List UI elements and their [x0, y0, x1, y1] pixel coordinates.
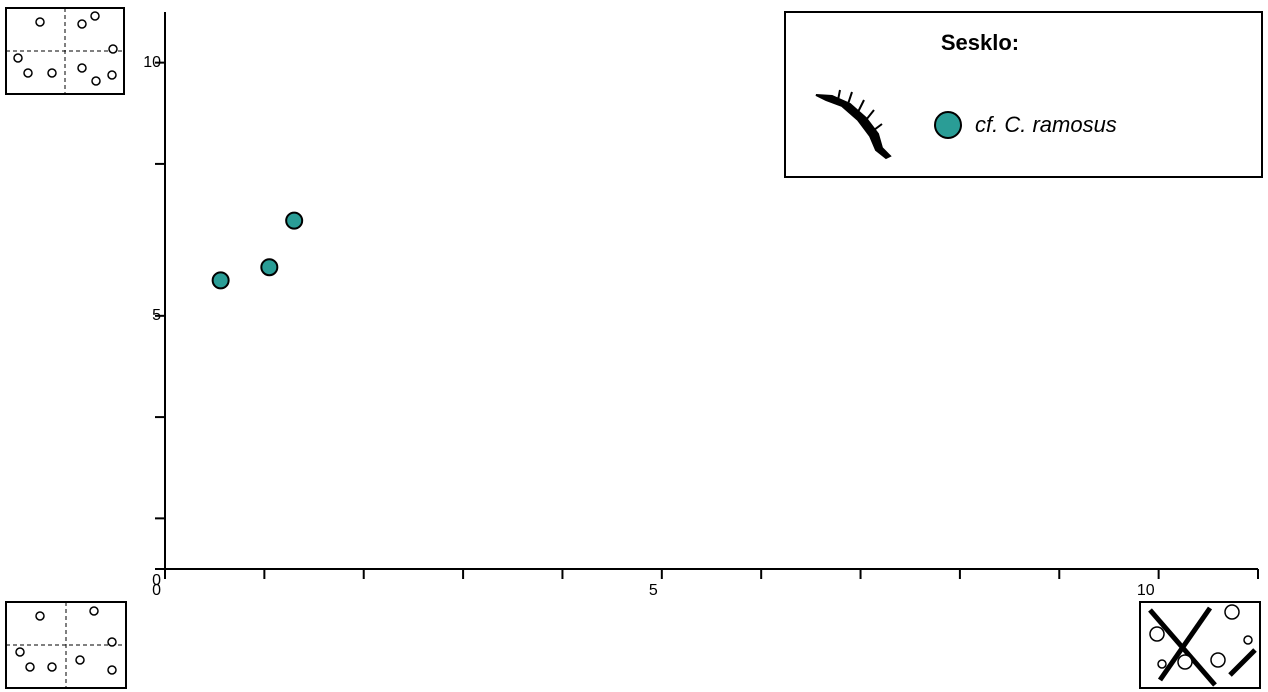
- y-tick-label: 0: [152, 572, 161, 589]
- icon-top-left: [5, 7, 125, 95]
- x-tick-label: 0: [152, 582, 161, 599]
- y-tick-label: 10: [143, 54, 161, 71]
- legend-box: [784, 11, 1263, 178]
- x-tick-label: 5: [649, 582, 658, 599]
- data-point: [211, 271, 230, 290]
- antler-icon: [815, 89, 892, 160]
- data-point: [285, 211, 304, 230]
- data-point: [260, 258, 279, 277]
- y-tick-label: 5: [152, 307, 161, 324]
- legend-label: cf. C. ramosus: [975, 112, 1117, 137]
- legend-title: Sesklo:: [941, 30, 1019, 55]
- icon-bottom-right: [1139, 601, 1261, 689]
- icon-bottom-left: [5, 601, 127, 689]
- x-tick-label: 10: [1137, 582, 1155, 599]
- legend-marker: [934, 111, 962, 139]
